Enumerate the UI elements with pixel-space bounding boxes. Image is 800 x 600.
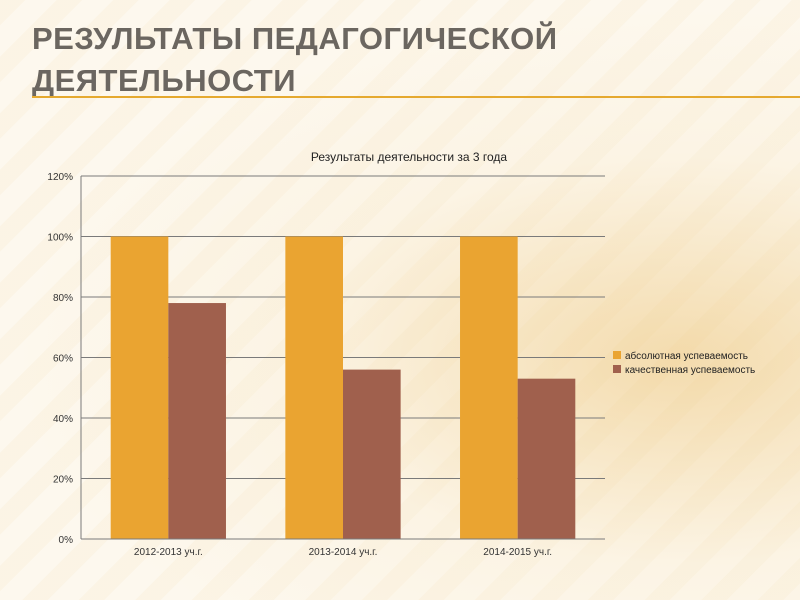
title-divider	[32, 96, 800, 98]
legend-label: абсолютная успеваемость	[625, 350, 748, 362]
y-tick-label: 100%	[47, 233, 73, 244]
page-title: РЕЗУЛЬТАТЫ ПЕДАГОГИЧЕСКОЙ ДЕЯТЕЛЬНОСТИ	[32, 21, 558, 98]
legend-swatch	[613, 351, 621, 359]
bar	[110, 236, 169, 539]
axes	[80, 176, 605, 540]
bar	[343, 369, 401, 539]
legend-swatch	[613, 365, 621, 373]
y-tick-label: 20%	[53, 475, 73, 486]
y-tick-label: 60%	[53, 354, 73, 365]
y-tick-label: 80%	[53, 293, 73, 304]
bar	[460, 236, 518, 539]
legend: абсолютная успеваемость качественная успе…	[613, 350, 755, 376]
legend-label: качественная успеваемость	[625, 365, 755, 376]
chart-title: Результаты деятельности за 3 года	[311, 150, 507, 164]
bars	[110, 236, 576, 539]
bar	[285, 236, 343, 539]
bar	[168, 303, 226, 539]
x-tick-label: 2012-2013 уч.г.	[134, 547, 203, 558]
y-axis-ticks: 0% 20% 40% 60% 80% 100% 120%	[47, 172, 73, 546]
x-tick-label: 2014-2015 уч.г.	[483, 547, 552, 558]
y-tick-label: 120%	[47, 172, 73, 183]
bar	[517, 378, 576, 539]
x-axis-ticks: 2012-2013 уч.г. 2013-2014 уч.г. 2014-2015 …	[134, 547, 552, 558]
y-tick-label: 40%	[53, 414, 73, 425]
y-tick-label: 0%	[59, 535, 74, 546]
x-tick-label: 2013-2014 уч.г.	[309, 547, 378, 558]
